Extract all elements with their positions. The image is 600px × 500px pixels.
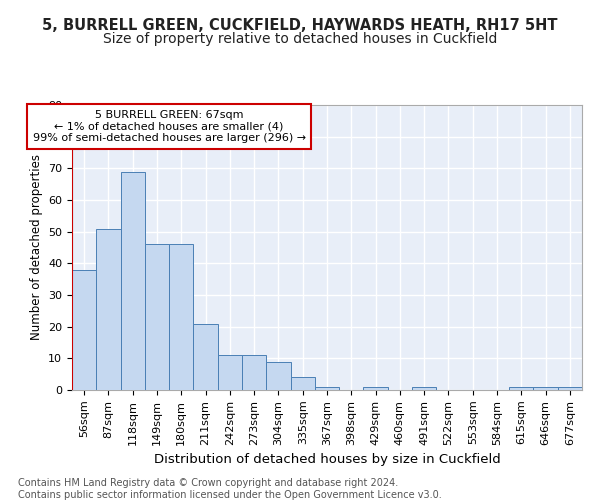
Bar <box>218 355 242 390</box>
Bar <box>193 324 218 390</box>
Text: 5 BURRELL GREEN: 67sqm
← 1% of detached houses are smaller (4)
99% of semi-detac: 5 BURRELL GREEN: 67sqm ← 1% of detached … <box>32 110 306 143</box>
X-axis label: Distribution of detached houses by size in Cuckfield: Distribution of detached houses by size … <box>154 453 500 466</box>
Bar <box>315 387 339 390</box>
Bar <box>558 387 582 390</box>
Text: Size of property relative to detached houses in Cuckfield: Size of property relative to detached ho… <box>103 32 497 46</box>
Text: 5, BURRELL GREEN, CUCKFIELD, HAYWARDS HEATH, RH17 5HT: 5, BURRELL GREEN, CUCKFIELD, HAYWARDS HE… <box>42 18 558 32</box>
Bar <box>533 387 558 390</box>
Bar <box>121 172 145 390</box>
Bar <box>96 228 121 390</box>
Bar <box>364 387 388 390</box>
Text: Contains HM Land Registry data © Crown copyright and database right 2024.
Contai: Contains HM Land Registry data © Crown c… <box>18 478 442 500</box>
Bar <box>145 244 169 390</box>
Bar <box>290 378 315 390</box>
Bar <box>72 270 96 390</box>
Y-axis label: Number of detached properties: Number of detached properties <box>29 154 43 340</box>
Bar <box>266 362 290 390</box>
Bar <box>412 387 436 390</box>
Bar <box>169 244 193 390</box>
Bar <box>242 355 266 390</box>
Bar <box>509 387 533 390</box>
